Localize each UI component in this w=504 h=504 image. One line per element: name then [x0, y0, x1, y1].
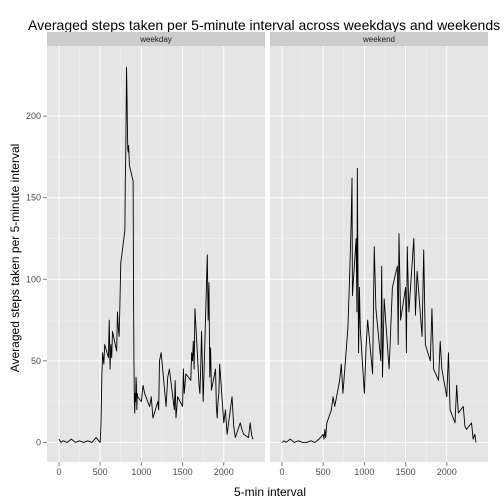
x-tick-label: 1500 [396, 467, 416, 477]
strip-label: weekday [139, 35, 172, 44]
x-tick-label: 2000 [214, 467, 234, 477]
y-tick-label: 150 [26, 193, 41, 203]
x-tick-label: 1500 [173, 467, 193, 477]
x-axis-title: 5-min interval [234, 485, 306, 499]
x-tick-label: 2000 [437, 467, 457, 477]
x-tick-label: 1000 [131, 467, 151, 477]
panel-background [47, 46, 265, 462]
y-tick-label: 0 [36, 437, 41, 447]
x-tick-label: 500 [316, 467, 331, 477]
panel-weekend: weekend 0 500 1000 1500 2000 [270, 32, 488, 477]
y-tick-label: 50 [31, 356, 41, 366]
panel-background [270, 46, 488, 462]
strip-label: weekend [362, 35, 395, 44]
y-axis-title: Averaged steps taken per 5-minute interv… [8, 144, 22, 373]
y-axis-ticks: 0 50 100 150 200 [26, 111, 47, 447]
x-tick-label: 0 [279, 467, 284, 477]
series-line-weekend [281, 167, 477, 443]
panels-container: weekday 0 500 1000 1500 2000 weekend 0 500 1000 15… [47, 32, 488, 477]
x-tick-label: 0 [56, 467, 61, 477]
y-tick-label: 100 [26, 274, 41, 284]
x-tick-label: 1000 [354, 467, 374, 477]
panel-weekday: weekday 0 500 1000 1500 2000 [47, 32, 265, 477]
y-tick-label: 200 [26, 111, 41, 121]
x-tick-label: 500 [93, 467, 108, 477]
strip-background [270, 32, 488, 46]
chart-title: Averaged steps taken per 5-minute interv… [28, 17, 500, 33]
strip-background [47, 32, 265, 46]
series-line-weekday [58, 66, 254, 443]
